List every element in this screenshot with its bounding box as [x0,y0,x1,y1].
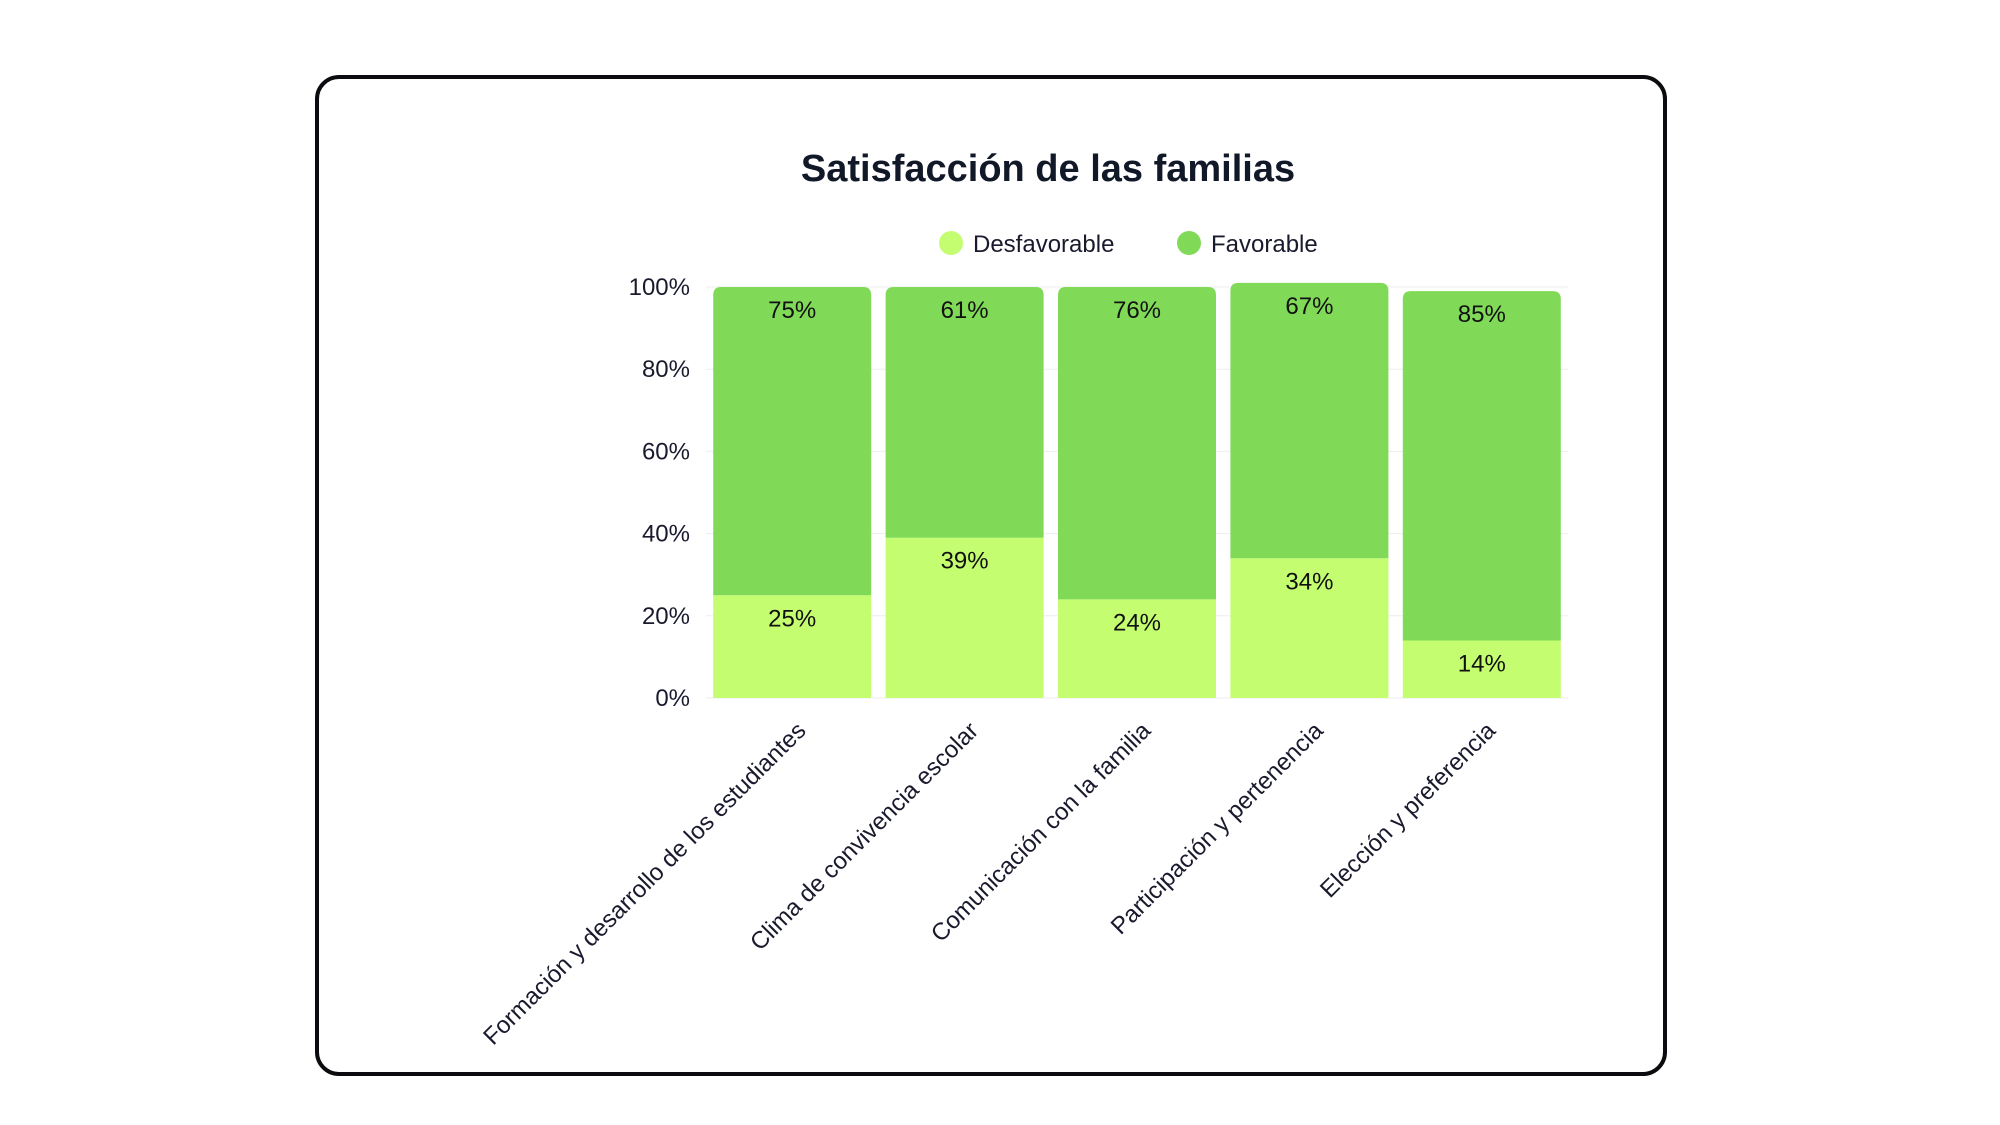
legend-label: Favorable [1211,231,1318,258]
x-axis: Formación y desarrollo de los estudiante… [478,717,1501,1051]
bar-desfavorable [885,537,1044,698]
data-label: 25% [768,605,816,632]
data-label: 24% [1113,609,1161,636]
legend-swatch [939,231,963,255]
bar-desfavorable [1402,640,1561,698]
bar-favorable [1230,282,1389,559]
data-label: 76% [1113,297,1161,324]
data-label: 14% [1458,650,1506,677]
data-label: 34% [1285,568,1333,595]
bar-desfavorable [713,595,872,698]
bar-desfavorable [1058,599,1216,698]
y-tick-label: 20% [642,603,690,630]
y-tick-label: 100% [629,274,690,301]
x-tick-label: Elección y preferencia [1315,717,1502,904]
y-tick-label: 0% [655,685,690,712]
data-label: 75% [768,297,816,324]
bar-favorable [885,287,1044,538]
bars [713,282,1561,698]
bar-favorable [713,287,872,596]
data-label: 85% [1458,301,1506,328]
data-label: 61% [941,297,989,324]
x-tick-label: Formación y desarrollo de los estudiante… [478,717,811,1050]
legend-label: Desfavorable [973,231,1114,258]
bar-desfavorable [1230,558,1389,698]
data-label: 67% [1285,293,1333,320]
legend-swatch [1177,231,1201,255]
y-tick-label: 80% [642,356,690,383]
bar-favorable [1058,287,1216,600]
data-label: 39% [941,548,989,575]
data-labels: 25% 75% 39% 61% 24% 76% 34% 67% 14% 85% [768,293,1506,678]
bar-favorable [1402,291,1561,641]
y-tick-label: 40% [642,521,690,548]
y-tick-label: 60% [642,438,690,465]
y-axis: 0% 20% 40% 60% 80% 100% [629,274,690,712]
chart-title: Satisfacción de las familias [801,148,1295,190]
legend: Desfavorable Favorable [939,231,1318,258]
